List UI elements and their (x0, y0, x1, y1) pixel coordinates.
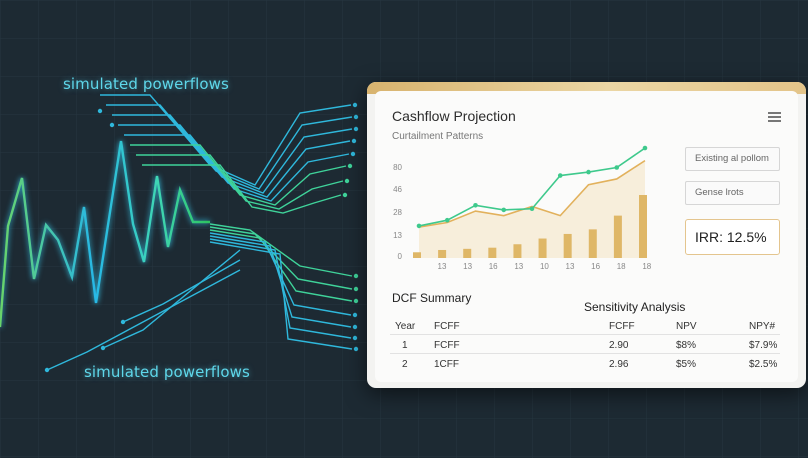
chart-point (642, 145, 648, 151)
circuit-trace (209, 241, 353, 350)
circuit-node (352, 102, 358, 108)
sens-header-npy: NPY# (749, 321, 776, 332)
sens-row1-npy: $7.9% (749, 340, 778, 351)
sens-row2-npy: $2.5% (749, 359, 778, 370)
circuit-node (347, 163, 353, 169)
circuit-trace (209, 238, 352, 339)
chart-x-tick: 16 (489, 262, 498, 271)
chart-point (586, 169, 591, 175)
circuit-node (353, 286, 359, 292)
circuit-trace (118, 124, 351, 198)
simulated-powerflows-label-bottom: simulated powerflows (84, 363, 250, 381)
sens-row1-fcff: 2.90 (609, 340, 629, 351)
chart-point (557, 173, 563, 178)
circuit-trace (46, 269, 241, 371)
chart-y-tick: 80 (393, 163, 402, 172)
circuit-node (120, 319, 126, 325)
chart-bar (463, 248, 472, 258)
circuit-node (352, 335, 358, 341)
dcf-row2-year: 2 (402, 359, 408, 370)
circuit-trace (136, 154, 344, 210)
circuit-node (342, 192, 348, 198)
circuit-trace (102, 249, 241, 349)
side-box-1[interactable]: Existing al pollom (685, 147, 780, 171)
circuit-node (353, 298, 359, 304)
chart-point (473, 203, 478, 208)
dcf-header-fcff: FCFF (434, 321, 460, 332)
circuit-trace (142, 164, 342, 214)
circuit-node (97, 108, 103, 114)
circuit-node (351, 138, 357, 144)
chart-x-tick: 13 (463, 262, 472, 271)
sens-row2-fcff: 2.96 (609, 359, 629, 370)
circuit-node (350, 151, 356, 157)
circuit-trace (130, 144, 347, 206)
chart-bar (563, 233, 572, 258)
dcf-row1-year: 1 (402, 340, 408, 351)
circuit-node (109, 122, 115, 128)
circuit-trace (209, 223, 353, 277)
panel-title: Cashflow Projection (392, 108, 516, 124)
sensitivity-title: Sensitivity Analysis (584, 300, 686, 314)
chart-bar (588, 229, 597, 258)
chart-bar (413, 252, 421, 258)
cashflow-chart: 80 46 28 13 0 13 13 16 13 10 13 16 18 18 (393, 145, 652, 271)
dcf-summary-title: DCF Summary (392, 291, 472, 305)
sens-row1-npv: $8% (676, 340, 697, 351)
circuit-node (352, 312, 358, 318)
chart-point (501, 207, 507, 213)
chart-x-tick: 10 (540, 262, 549, 271)
simulated-powerflows-label-top: simulated powerflows (63, 75, 229, 93)
circuit-node (353, 346, 359, 352)
circuit-node (352, 324, 358, 330)
chart-bar (513, 244, 522, 258)
circuit-trace (124, 134, 350, 202)
chart-x-tick: 18 (617, 262, 626, 271)
table-divider (390, 334, 780, 335)
circuit-node (100, 345, 106, 351)
chart-bar (639, 195, 647, 258)
circuit-node (353, 273, 359, 279)
chart-bar (488, 247, 497, 258)
circuit-node (44, 367, 50, 373)
circuit-trace (106, 104, 353, 190)
chart-bar (538, 238, 547, 258)
chart-y-tick: 46 (393, 185, 402, 194)
chart-point (444, 217, 450, 223)
waveform (0, 140, 210, 328)
chart-y-tick: 28 (393, 208, 402, 217)
dcf-row2-value: 1CFF (434, 359, 459, 370)
chart-x-tick: 13 (514, 262, 523, 271)
chart-bar (613, 215, 622, 258)
chart-y-tick: 0 (398, 252, 403, 261)
circuit-trace (100, 94, 352, 186)
dcf-row1-value: FCFF (434, 340, 460, 351)
chart-x-tick: 18 (642, 262, 651, 271)
dcf-header-year: Year (395, 321, 416, 332)
circuit-node (353, 114, 359, 120)
chart-point (416, 223, 422, 229)
circuit-node (353, 126, 359, 132)
sens-header-npv: NPV (676, 321, 697, 332)
chart-y-tick: 13 (393, 231, 402, 240)
menu-icon[interactable] (768, 112, 781, 122)
irr-value: IRR: 12.5% (685, 219, 780, 255)
chart-x-tick: 13 (438, 262, 447, 271)
chart-point (614, 165, 620, 170)
chart-x-tick: 16 (591, 262, 600, 271)
chart-x-tick: 13 (566, 262, 575, 271)
circuit-node (344, 178, 350, 184)
table-divider (390, 353, 780, 354)
chart-bar (438, 249, 447, 258)
side-box-2[interactable]: Gense lrots (685, 181, 780, 205)
chart-point (529, 206, 535, 212)
circuit-trace (122, 259, 241, 323)
circuit-trace (112, 114, 353, 194)
chart-subtitle: Curtailment Patterns (392, 131, 484, 142)
sens-header-fcff: FCFF (609, 321, 635, 332)
sens-row2-npv: $5% (676, 359, 697, 370)
